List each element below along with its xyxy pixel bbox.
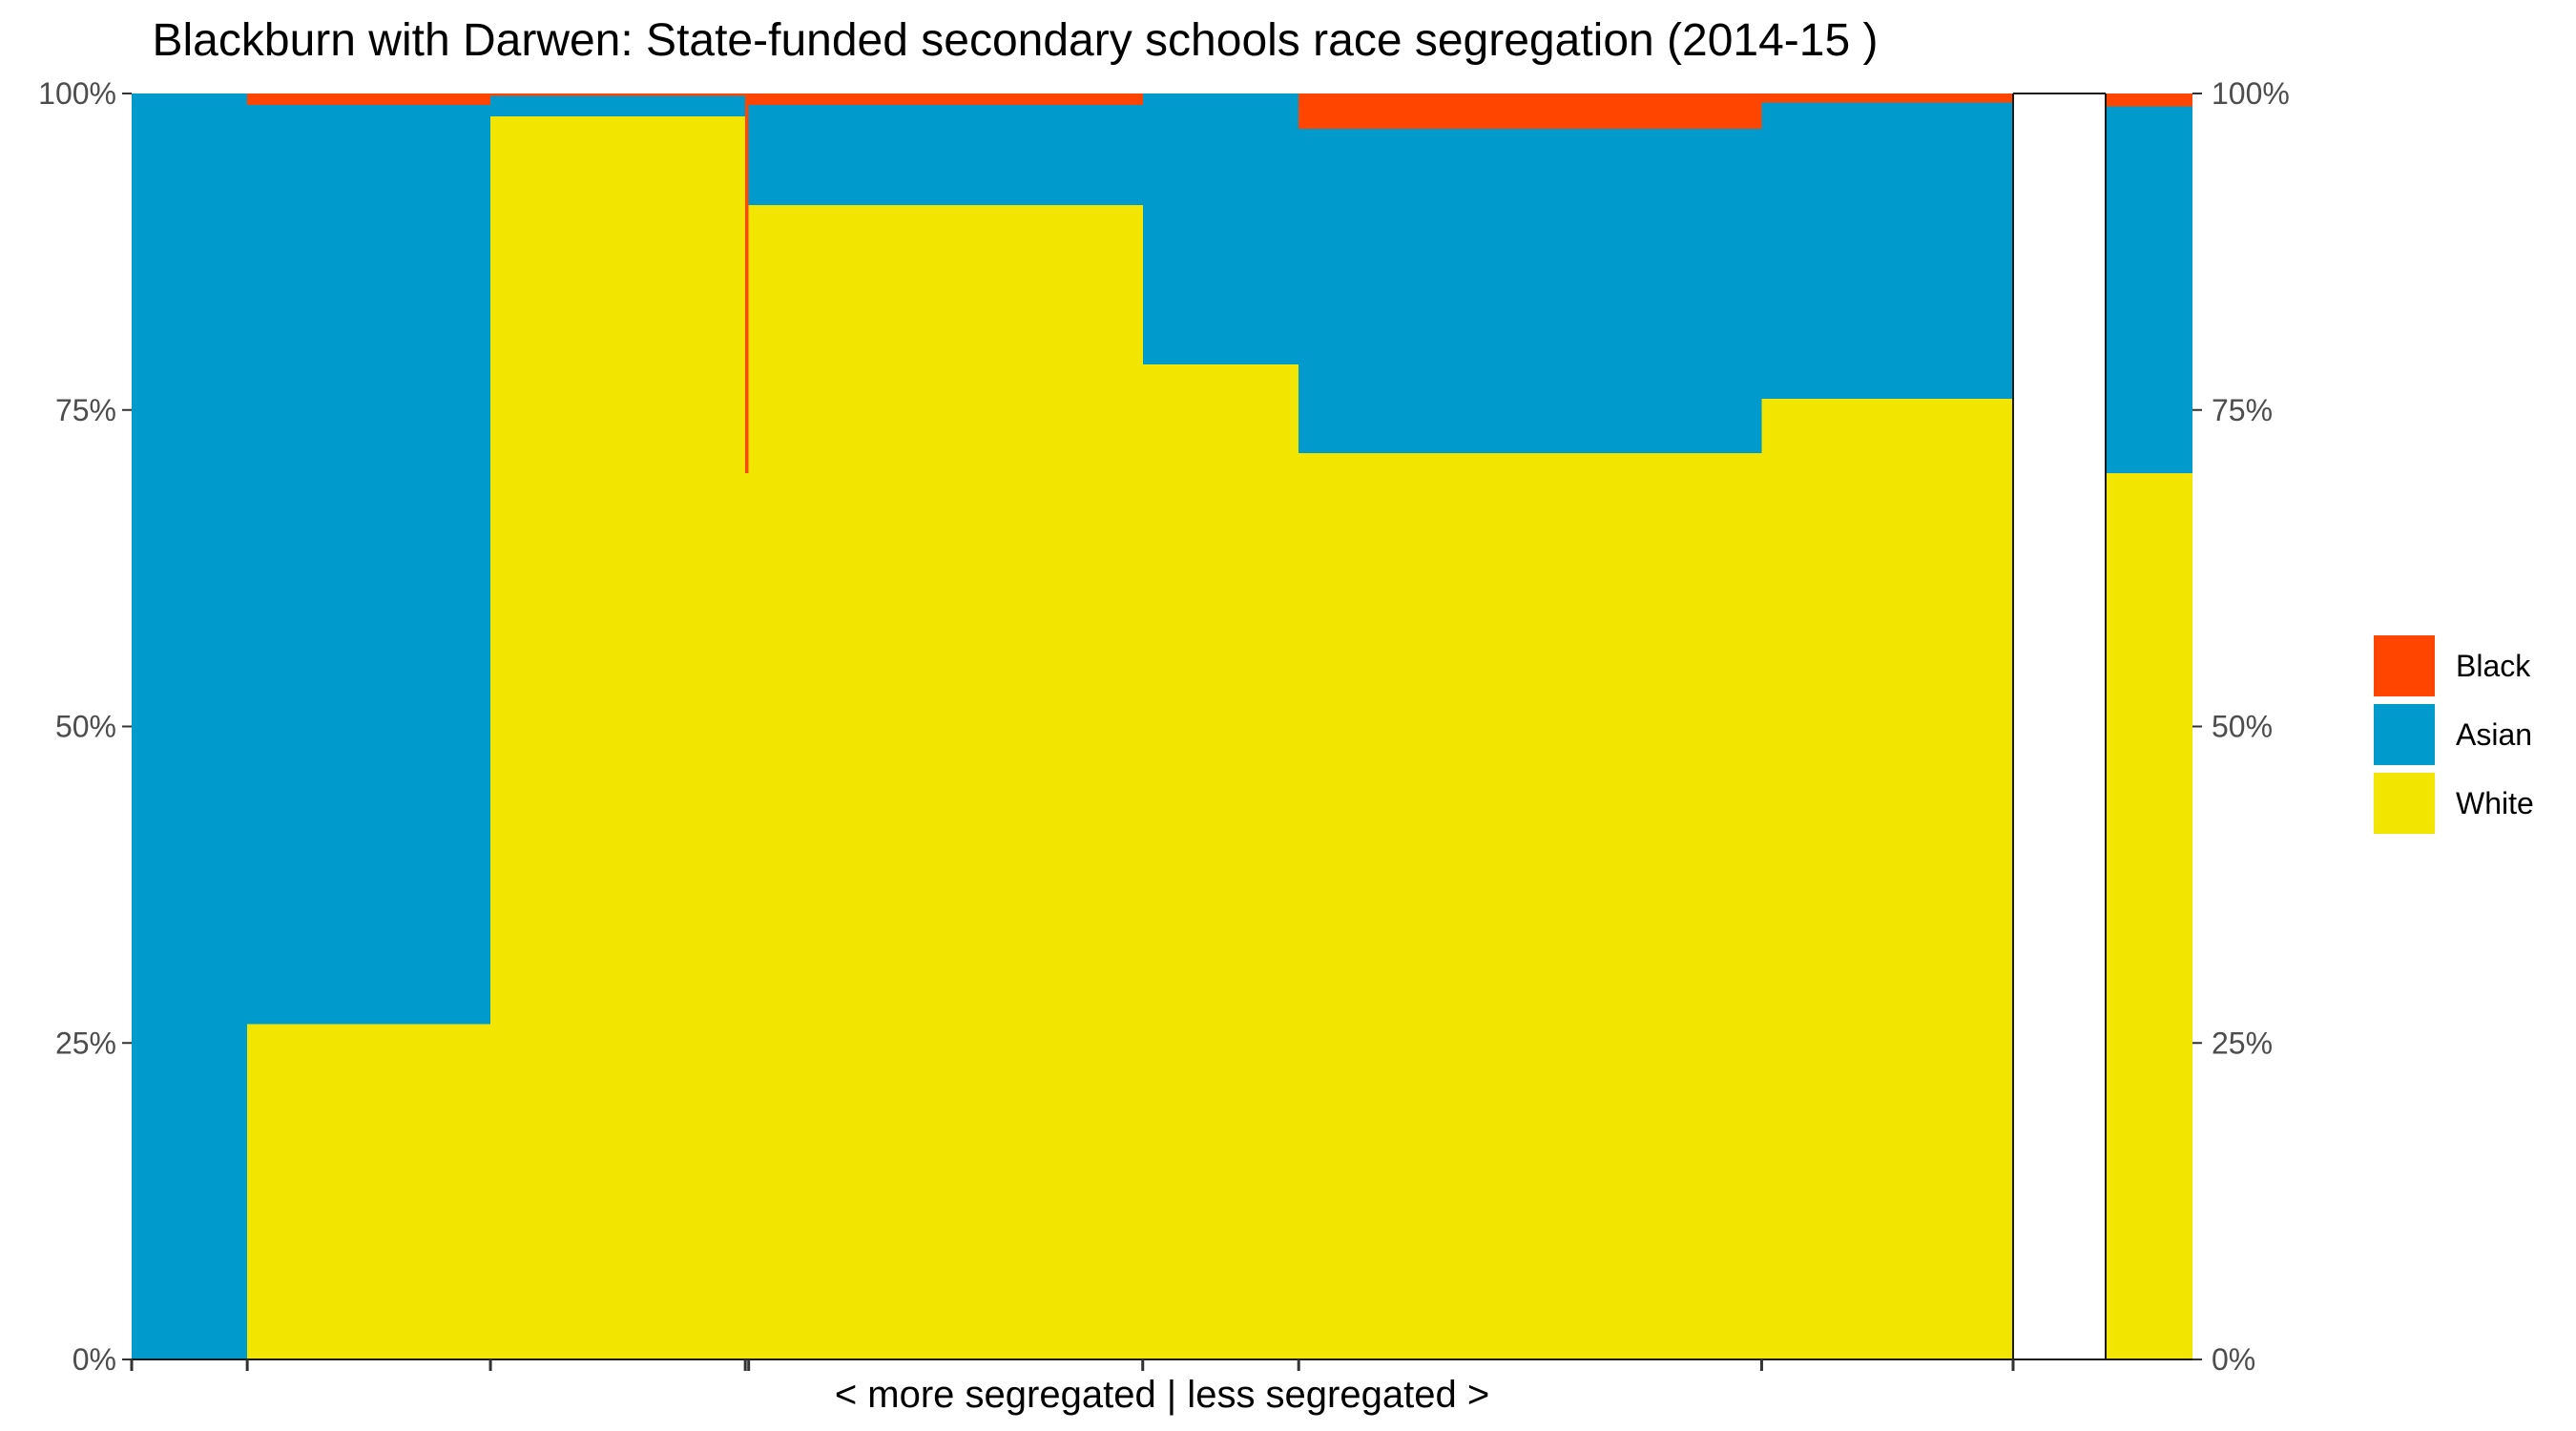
- bar-segment-school-5-asian: [748, 104, 1144, 205]
- y-tick-label: 100%: [38, 76, 116, 111]
- y-tick-label: 25%: [55, 1026, 116, 1060]
- legend-label-white: White: [2456, 786, 2534, 820]
- y-tick-label-right: 50%: [2212, 710, 2273, 744]
- bar-segment-school-6-asian: [1142, 93, 1299, 364]
- bar-segment-school-2-white: [247, 1024, 491, 1359]
- bar-segment-school-4-white: [745, 473, 750, 1360]
- bar-segment-school-5-black: [748, 93, 1144, 105]
- legend-key-black: [2374, 635, 2435, 696]
- bar-segment-school-3-white: [490, 115, 746, 1360]
- bar-segment-school-7-black: [1298, 93, 1763, 130]
- bar-segment-school-6-white: [1142, 363, 1299, 1359]
- bar-segment-school-8-black: [1761, 93, 2014, 103]
- bar-segment-school-7-asian: [1298, 129, 1763, 453]
- bar-segment-average-asian: [2106, 106, 2192, 474]
- bar-segment-average-white: [2106, 473, 2192, 1360]
- y-tick-label-right: 100%: [2212, 76, 2290, 111]
- x-axis-title: < more segregated | less segregated >: [835, 1374, 1489, 1416]
- legend: Black Asian White: [2374, 635, 2534, 834]
- chart-title: Blackburn with Darwen: State-funded seco…: [153, 15, 1879, 66]
- bar-segment-school-1-asian: [132, 93, 248, 1359]
- bar-segment-school-2-asian: [247, 104, 491, 1025]
- bar-segment-school-8-white: [1761, 398, 2014, 1359]
- legend-label-black: Black: [2456, 649, 2531, 683]
- legend-key-asian: [2374, 704, 2435, 765]
- bar-segment-average-black: [2106, 93, 2192, 107]
- legend-label-asian: Asian: [2456, 717, 2532, 752]
- y-tick-label: 75%: [55, 393, 116, 427]
- bar-segment-school-4-black: [745, 93, 750, 474]
- bar-segment-school-2-black: [247, 93, 491, 105]
- axes: 0% 0% 25% 25% 50% 50% 75% 75% 100% 100%: [38, 76, 2290, 1377]
- bar-segment-school-3-black: [490, 93, 746, 96]
- y-tick-label-right: 75%: [2212, 393, 2273, 427]
- y-tick-label-right: 25%: [2212, 1026, 2273, 1060]
- legend-key-white: [2374, 773, 2435, 834]
- bar-segment-school-7-white: [1298, 452, 1763, 1359]
- bar-segment-school-3-asian: [490, 95, 746, 116]
- y-tick-label: 50%: [55, 710, 116, 744]
- plot-area: [132, 93, 2192, 1360]
- y-tick-label: 0%: [73, 1342, 116, 1377]
- bar-segment-school-5-white: [748, 204, 1144, 1359]
- bar-segment-school-8-asian: [1761, 102, 2014, 399]
- y-tick-label-right: 0%: [2212, 1342, 2255, 1377]
